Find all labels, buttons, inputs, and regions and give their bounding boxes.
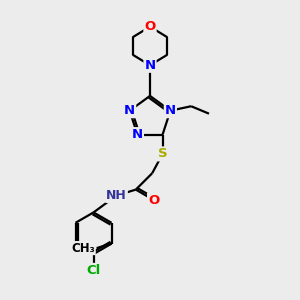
Text: CH₃: CH₃	[71, 242, 95, 255]
Text: O: O	[148, 194, 159, 206]
Text: O: O	[144, 20, 156, 33]
Text: N: N	[144, 59, 156, 72]
Text: N: N	[132, 128, 143, 141]
Text: Cl: Cl	[86, 264, 101, 277]
Text: S: S	[158, 147, 167, 161]
Text: N: N	[124, 104, 135, 117]
Text: NH: NH	[106, 189, 127, 202]
Text: N: N	[165, 104, 176, 117]
